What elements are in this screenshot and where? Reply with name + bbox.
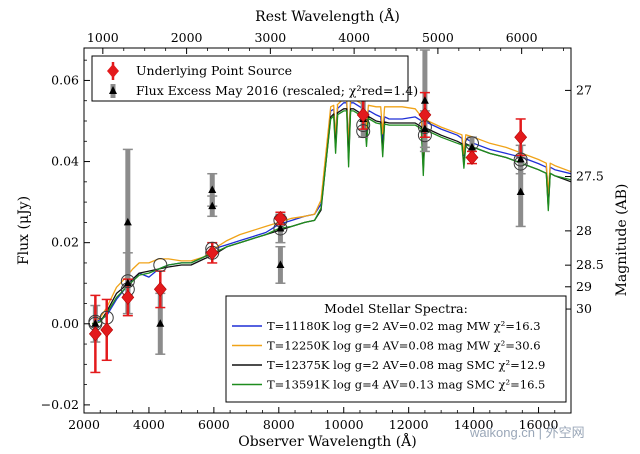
mag-tick-label: 28.5 <box>576 257 604 272</box>
mag-tick-label: 27.5 <box>576 169 604 184</box>
mag-tick-label: 27 <box>576 82 592 97</box>
top-tick-label: 6000 <box>506 30 538 45</box>
legend-model-entry-2: T=12250K log g=4 AV=0.08 mag MW χ²=30.6 <box>267 339 541 353</box>
x-tick-label: 6000 <box>198 417 230 432</box>
point-source-marker-10 <box>514 129 528 145</box>
top-tick-label: 4000 <box>338 30 370 45</box>
mag-tick-label: 29 <box>576 279 592 294</box>
x-tick-label: 12000 <box>389 417 429 432</box>
top-tick-label: 1000 <box>87 30 119 45</box>
point-source-marker-8 <box>418 107 432 123</box>
legend-diamond-marker <box>107 64 119 78</box>
flux-excess-marker-13 <box>516 155 525 163</box>
point-source-marker-3 <box>121 289 135 305</box>
x-tick-label: 10000 <box>324 417 364 432</box>
legend-top-box <box>91 55 409 102</box>
legend-models-title: Model Stellar Spectra: <box>324 301 468 316</box>
point-source-marker-5 <box>205 245 219 261</box>
flux-excess-marker-4 <box>156 319 165 327</box>
point-source-marker-4 <box>153 281 167 297</box>
flux-excess-marker-3 <box>123 278 132 287</box>
photometry-points <box>88 49 528 374</box>
y-tick-label: −0.02 <box>41 397 79 412</box>
legend-model-entry-4: T=13591K log g=4 AV=0.13 mag SMC χ²=16.5 <box>267 378 545 392</box>
flux-excess-marker-1 <box>91 319 100 327</box>
flux-excess-marker-8 <box>276 260 285 268</box>
flux-excess-marker-14 <box>516 187 525 195</box>
flux-excess-marker-11 <box>420 124 429 133</box>
x-tick-label: 4000 <box>133 417 165 432</box>
legend-entry-point-source: Underlying Point Source <box>136 63 292 78</box>
legends: Underlying Point Source Flux Excess May 2… <box>91 55 567 403</box>
flux-excess-marker-12 <box>467 142 476 151</box>
y-tick-label: 0.04 <box>51 154 79 169</box>
x-tick-label: 2000 <box>68 417 100 432</box>
point-source-marker-9 <box>465 150 479 165</box>
legend-triangle-marker <box>109 86 117 94</box>
point-source-marker-7 <box>356 107 370 123</box>
mag-tick-label: 30 <box>576 301 592 316</box>
flux-excess-marker-6 <box>208 201 217 210</box>
y-tick-label: 0.02 <box>51 235 79 250</box>
model-line-4 <box>91 110 571 325</box>
synthetic-circle-6 <box>153 257 168 272</box>
y-tick-label: 0.06 <box>51 72 79 87</box>
y-axis-title: Flux (μJy) <box>16 196 32 265</box>
synthetic-circle-12 <box>356 124 371 139</box>
x-tick-label: 14000 <box>454 417 494 432</box>
y-tick-label: 0.00 <box>51 316 79 331</box>
y2-axis-title: Magnitude (AB) <box>614 184 630 297</box>
legend-model-entry-1: T=11180K log g=2 AV=0.02 mag MW χ²=16.3 <box>267 319 541 333</box>
point-source-marker-2 <box>100 322 114 338</box>
x-tick-label: 16000 <box>519 417 559 432</box>
mag-tick-label: 28 <box>576 223 592 238</box>
point-source-marker-6 <box>274 210 287 226</box>
legend-entry-flux-excess: Flux Excess May 2016 (rescaled; χ²red=1.… <box>136 83 418 98</box>
top-tick-label: 3000 <box>254 30 286 45</box>
point-source-marker-1 <box>88 326 102 342</box>
flux-excess-marker-10 <box>420 96 429 104</box>
flux-excess-marker-2 <box>123 217 132 226</box>
x-axis-title: Observer Wavelength (Å) <box>238 432 417 450</box>
flux-excess-marker-7 <box>276 223 285 232</box>
top-axis-title: Rest Wavelength (Å) <box>255 7 400 25</box>
legend-model-entry-3: T=12375K log g=2 AV=0.08 mag SMC χ²=12.9 <box>267 358 545 372</box>
flux-excess-marker-5 <box>208 185 217 193</box>
legend-models-box <box>225 295 567 403</box>
top-tick-label: 2000 <box>171 30 203 45</box>
axes: 2000 4000 6000 8000 10000 12000 14000 16000 −0.0… <box>16 7 630 450</box>
synthetic-circle-4 <box>120 274 135 289</box>
x-tick-label: 8000 <box>263 417 295 432</box>
synthetic-circle-16 <box>513 152 528 167</box>
top-tick-label: 5000 <box>422 30 454 45</box>
watermark: waikong.cn | 外空网 <box>469 425 585 440</box>
